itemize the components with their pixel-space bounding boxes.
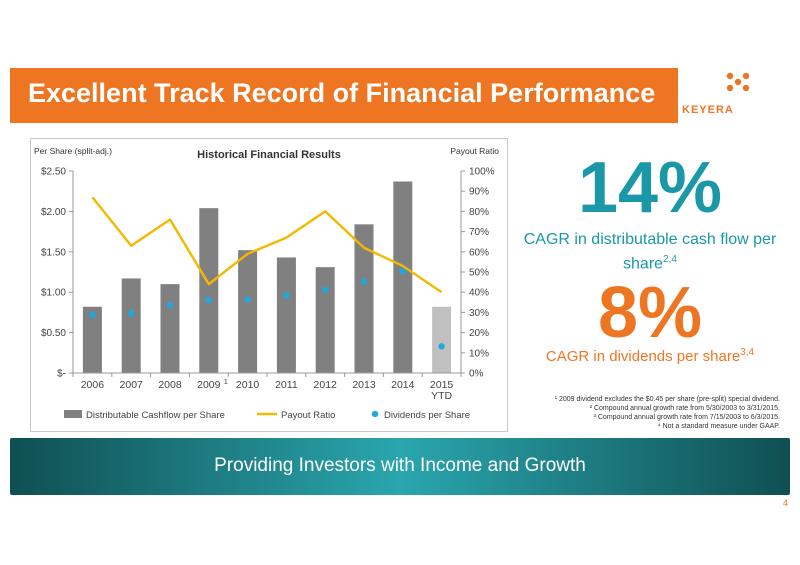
right-tick-label: 50% — [469, 268, 489, 279]
bar — [121, 278, 141, 373]
legend-dot-swatch — [371, 410, 379, 418]
right-tick-label: 20% — [469, 328, 489, 339]
bar — [199, 208, 219, 373]
bar — [276, 257, 296, 373]
bar — [238, 250, 258, 373]
x-tick-label: YTD — [431, 390, 452, 402]
logo-dot — [742, 72, 750, 80]
cagr-dividend-label: CAGR in dividends per share3,4 — [520, 347, 780, 365]
financial-results-chart: Per Share (split-adj.) Historical Financi… — [34, 146, 499, 421]
title-bar: Excellent Track Record of Financial Perf… — [10, 68, 790, 123]
dividend-point — [166, 301, 174, 309]
footnote-4: ⁴ Not a standard measure under GAAP. — [657, 423, 780, 430]
left-tick-label: $2.00 — [41, 207, 66, 218]
right-tick-label: 90% — [469, 187, 489, 198]
right-tick-label: 40% — [469, 288, 489, 299]
cagr-dividend-text: CAGR in dividends per share — [545, 348, 741, 365]
legend-dot-label: Dividends per Share — [384, 410, 470, 421]
bar — [315, 267, 335, 373]
left-tick-label: $0.50 — [41, 328, 66, 339]
dividend-point — [128, 310, 135, 317]
logo-dot — [742, 84, 750, 92]
bar — [432, 306, 452, 373]
right-axis-label: Payout Ratio — [450, 146, 499, 156]
payout-ratio-line — [91, 196, 443, 294]
dividend-point — [322, 286, 329, 293]
right-tick-label: 100% — [469, 167, 495, 178]
cagr-cash-text: CAGR in distributable cash flow per shar… — [523, 231, 777, 273]
dividend-point — [89, 311, 96, 319]
bar — [82, 306, 102, 373]
right-tick-label: 80% — [469, 207, 489, 218]
legend-bar-swatch — [64, 410, 82, 418]
right-tick-label: 30% — [469, 308, 489, 319]
left-tick-label: $- — [57, 369, 66, 380]
slide-title: Excellent Track Record of Financial Perf… — [28, 78, 656, 108]
left-tick-label: $1.00 — [41, 288, 66, 299]
right-tick-label: 0% — [469, 369, 484, 380]
dividend-point — [205, 297, 212, 304]
x-tick-label: 2015 — [430, 379, 454, 391]
right-tick-label: 60% — [469, 247, 489, 258]
cagr-cash-superscript: 2,4 — [663, 254, 677, 265]
dividend-point — [399, 267, 406, 275]
x-tick-label: 2007 — [120, 379, 144, 391]
logo-text: KEYERA — [682, 104, 734, 116]
chart-panel: Per Share (split-adj.) Historical Financi… — [30, 138, 508, 432]
footnote-2: ² Compound annual growth rate from 5/30/… — [589, 405, 780, 412]
right-tick-label: 70% — [469, 227, 489, 238]
logo-dot — [734, 78, 742, 86]
cagr-dividend-superscript: 3,4 — [740, 347, 755, 358]
left-tick-label: $2.50 — [41, 167, 66, 178]
right-tick-label: 10% — [469, 348, 489, 359]
legend-line-label: Payout Ratio — [281, 410, 335, 421]
bar — [354, 224, 374, 373]
left-tick-label: $1.50 — [41, 247, 66, 258]
cagr-cash-label: CAGR in distributable cash flow per shar… — [520, 230, 780, 274]
left-axis-label: Per Share (split-adj.) — [34, 146, 112, 156]
x-tick-label: 2009 — [197, 379, 221, 391]
page-number: 4 — [782, 498, 788, 508]
x-tick-label: 2014 — [391, 379, 415, 391]
dividend-point — [438, 343, 445, 350]
dividend-point — [360, 278, 368, 285]
bar — [393, 181, 413, 373]
legend-bar-label: Distributable Cashflow per Share — [86, 410, 225, 421]
dividend-point — [244, 296, 251, 303]
x-tick-label: 2011 — [275, 379, 298, 391]
dividend-point — [283, 292, 290, 299]
footnote-3: ³ Compound annual growth rate from 7/15/… — [593, 414, 780, 421]
footnote-1: ¹ 2009 dividend excludes the $0.45 per s… — [554, 396, 780, 403]
cagr-dividend-value: 8% — [597, 273, 703, 353]
x-tick-label: 2008 — [158, 379, 182, 391]
keyera-logo-icon — [726, 72, 750, 92]
logo-dot — [726, 84, 734, 92]
cagr-cash-value: 14% — [577, 148, 723, 228]
chart-title: Historical Financial Results — [197, 149, 341, 161]
x-tick-label: 2012 — [314, 379, 338, 391]
logo: KEYERA — [678, 68, 790, 123]
bar — [160, 284, 180, 373]
x-tick-footnote: 1 — [224, 377, 228, 386]
x-tick-label: 2013 — [352, 379, 376, 391]
x-tick-label: 2006 — [81, 379, 105, 391]
banner-text: Providing Investors with Income and Grow… — [214, 455, 586, 476]
bottom-banner: Providing Investors with Income and Grow… — [10, 438, 790, 495]
x-tick-label: 2010 — [236, 379, 260, 391]
logo-dot — [726, 72, 734, 80]
